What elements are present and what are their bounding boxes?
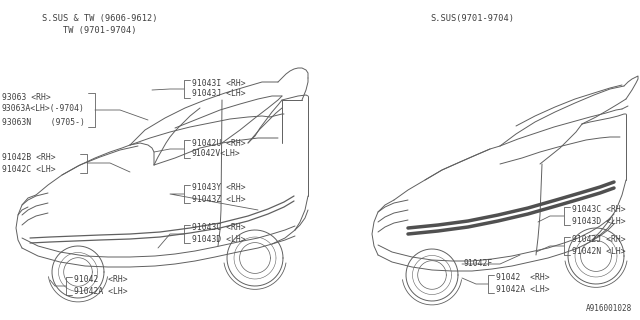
Text: 91043C <RH>: 91043C <RH> bbox=[572, 205, 626, 214]
Text: 91042  <RH>: 91042 <RH> bbox=[496, 274, 550, 283]
Text: 91042V<LH>: 91042V<LH> bbox=[192, 149, 241, 158]
Text: 93063A<LH>(-9704): 93063A<LH>(-9704) bbox=[2, 103, 85, 113]
Text: 91043Y <RH>: 91043Y <RH> bbox=[192, 183, 246, 193]
Text: 91043Z <LH>: 91043Z <LH> bbox=[192, 195, 246, 204]
Text: TW (9701-9704): TW (9701-9704) bbox=[63, 26, 137, 35]
Text: 91042U <RH>: 91042U <RH> bbox=[192, 139, 246, 148]
Text: A916001028: A916001028 bbox=[586, 304, 632, 313]
Text: 91042A <LH>: 91042A <LH> bbox=[496, 284, 550, 293]
Text: 91042J <RH>: 91042J <RH> bbox=[572, 236, 626, 244]
Text: S.SUS & TW (9606-9612): S.SUS & TW (9606-9612) bbox=[42, 14, 157, 23]
Text: 91043D <LH>: 91043D <LH> bbox=[572, 217, 626, 226]
Text: 91043J <LH>: 91043J <LH> bbox=[192, 90, 246, 99]
Text: 91042F: 91042F bbox=[464, 260, 493, 268]
Text: 91042  <RH>: 91042 <RH> bbox=[74, 276, 127, 284]
Text: S.SUS(9701-9704): S.SUS(9701-9704) bbox=[430, 14, 514, 23]
Text: 91042C <LH>: 91042C <LH> bbox=[2, 164, 56, 173]
Text: 93063 <RH>: 93063 <RH> bbox=[2, 92, 51, 101]
Text: 91042B <RH>: 91042B <RH> bbox=[2, 154, 56, 163]
Text: 91042A <LH>: 91042A <LH> bbox=[74, 286, 127, 295]
Text: 93063N    (9705-): 93063N (9705-) bbox=[2, 117, 85, 126]
Text: 91043I <RH>: 91043I <RH> bbox=[192, 78, 246, 87]
Text: 91043D <LH>: 91043D <LH> bbox=[192, 235, 246, 244]
Text: 91043C <RH>: 91043C <RH> bbox=[192, 223, 246, 233]
Text: 91042N <LH>: 91042N <LH> bbox=[572, 246, 626, 255]
